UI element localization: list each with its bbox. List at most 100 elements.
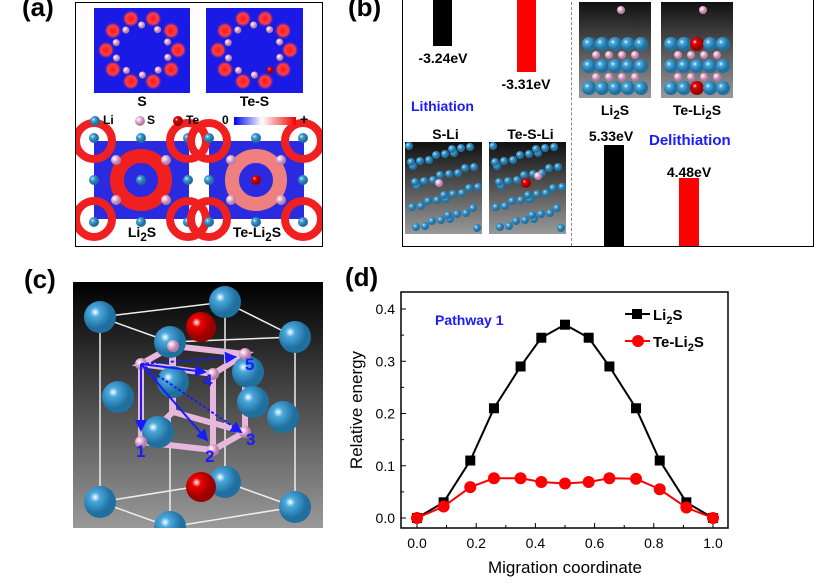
li-atom [545,164,553,172]
structure-label-s-li: S-Li [432,126,459,142]
charge-ring [110,149,172,211]
charge-ring [281,197,325,241]
li-atom [634,81,648,95]
s-atom [239,348,251,360]
s-atom [700,51,708,59]
li-atom [436,171,444,179]
map-label-te-s: Te-S [239,93,270,109]
li-atom [582,37,596,51]
site-label-3: 3 [246,430,255,449]
li-atom [454,169,462,177]
li-atom [412,223,420,231]
li-atom [142,416,174,448]
li-atom [232,356,264,388]
s-atom [161,155,171,165]
panel-d-label: (d) [345,262,379,292]
x-tick-label: 0.6 [585,535,605,551]
data-point-li2s [604,361,615,372]
charge-lobe [103,60,122,79]
map-label-s: S [137,93,147,109]
li-atom [716,59,730,73]
charge-lobe [144,9,163,28]
structure-label-te-li2s: Te-Li2S [672,102,722,122]
li-atom [298,217,308,227]
s-atom [122,66,130,74]
s-atom [713,51,721,59]
lithiation-structures [405,142,566,234]
s-atom [154,26,162,34]
li-atom [444,211,452,219]
li-atom [209,286,241,318]
charge-lobe [281,41,299,59]
li-atom [504,177,512,185]
li-atom [298,133,308,143]
li-atom [505,222,513,230]
li-atom [204,175,214,185]
s-atom [687,73,695,81]
value-lith-s: -3.24eV [418,50,468,66]
li-atom [520,171,528,179]
li-atom [420,177,428,185]
li-atom [595,81,609,95]
li-atom [448,145,456,153]
charge-ring [225,149,287,211]
li-atom [428,217,436,225]
x-tick-label: 0.2 [466,535,486,551]
li-atom [424,197,432,205]
x-tick-label: 0.8 [644,535,664,551]
panel-c-label: (c) [24,264,56,294]
li-atom [445,170,453,178]
s-atom [154,66,162,74]
li-atom [513,176,521,184]
li-atom [516,151,524,159]
data-point-te-li2s [582,475,595,488]
li-atom [492,203,500,211]
s-atom [138,21,146,29]
li-atom [528,211,536,219]
pathway-annotation: Pathway 1 [435,312,504,328]
li-atom [495,178,503,186]
data-point-te-li2s [603,472,616,485]
map-label-te-li2s: Te-Li2S [232,224,282,244]
s-atom [699,6,707,14]
li-atom [508,197,516,205]
panel-b: -3.24eV -3.31eV Lithiation S-Li Te-S-Li … [402,0,814,247]
data-point-te-li2s [514,472,527,485]
charge-lobe [256,72,275,91]
li-atom [608,37,622,51]
li-atom [491,158,499,166]
legend-te: Te [186,113,200,127]
lithiation-title: Lithiation [411,98,474,114]
s-atom [276,53,284,61]
legend-marker-te-li2s [632,335,644,347]
li-atom [417,202,425,210]
s-atom [226,155,236,165]
li-atom [595,37,609,51]
scale-max: + [300,111,309,127]
s-atom [111,155,121,165]
li-atom [298,175,308,185]
li-atom [204,217,214,227]
x-axis-label: Migration coordinate [488,558,642,577]
data-point-li2s [536,332,547,343]
li-atom [608,81,622,95]
s-atom [122,26,130,34]
data-point-li2s [515,361,526,372]
s-atom [713,73,721,81]
li-atom [408,203,416,211]
li-atom [136,217,146,227]
charge-ring [187,119,231,163]
li-atom [550,143,558,151]
y-tick-label: 0.4 [376,301,396,317]
li-atom [690,59,704,73]
charge-lobe [97,41,115,59]
li-atom [525,150,533,158]
li-atom [634,59,648,73]
data-point-te-li2s [411,512,423,524]
x-tick-label: 1.0 [703,535,723,551]
li-atom [541,144,549,152]
li-atom [411,178,419,186]
charge-ring [72,197,116,241]
s-atom [631,51,639,59]
data-point-li2s [560,319,570,330]
